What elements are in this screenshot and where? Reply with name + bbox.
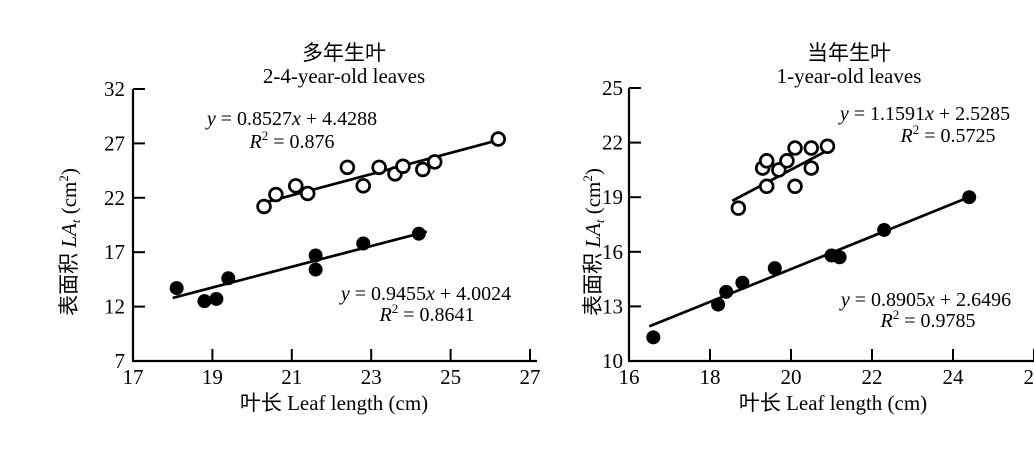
right-chart: 161820222426101316192225当年生叶1-year-old l… <box>580 41 1034 415</box>
r-squared-value: R2 = 0.9785 <box>880 307 976 332</box>
y-tick-label: 27 <box>104 131 125 155</box>
y-tick-label: 13 <box>602 294 623 318</box>
x-tick-label: 23 <box>361 365 382 389</box>
data-point-filled-circle <box>768 261 782 275</box>
data-point-filled-circle <box>719 285 733 299</box>
data-point-filled-circle <box>412 227 426 241</box>
x-tick-label: 24 <box>943 365 965 389</box>
data-point-open-circle <box>760 154 773 167</box>
x-tick-label: 27 <box>520 365 541 389</box>
data-point-open-circle <box>428 155 441 168</box>
data-point-filled-circle <box>197 294 211 308</box>
r-squared-value: R2 = 0.5725 <box>900 122 996 147</box>
y-tick-label: 22 <box>104 186 125 210</box>
x-tick-label: 21 <box>281 365 302 389</box>
data-point-filled-circle <box>833 250 847 264</box>
data-point-filled-circle <box>711 298 725 312</box>
data-point-open-circle <box>789 142 802 155</box>
data-point-open-circle <box>781 154 794 167</box>
data-point-open-circle <box>416 163 429 176</box>
data-point-filled-circle <box>309 263 323 277</box>
data-point-filled-circle <box>877 223 891 237</box>
x-axis-label: 叶长 Leaf length (cm) <box>739 391 927 415</box>
chart-title-en: 1-year-old leaves <box>777 64 922 88</box>
left-chart: 17 19 21 23 25 27 7 12 17 22 27 32 多年生叶2-4-year-old … <box>56 41 541 415</box>
data-point-filled-circle <box>209 292 223 306</box>
data-point-filled-circle <box>735 276 749 290</box>
data-point-open-circle <box>357 179 370 192</box>
y-axis-label: 表面积 LAt (cm2) <box>580 168 607 316</box>
data-point-open-circle <box>341 161 354 174</box>
data-point-filled-circle <box>309 248 323 262</box>
figure-canvas: 17 19 21 23 25 27 7 12 17 22 27 32 多年生叶2-4-year-old … <box>40 16 1034 438</box>
data-point-open-circle <box>821 140 834 153</box>
chart-title-en: 2-4-year-old leaves <box>263 64 425 88</box>
regression-equation: y = 0.9455x + 4.0024 <box>339 283 511 305</box>
data-point-open-circle <box>789 180 802 193</box>
data-point-open-circle <box>258 200 271 213</box>
data-point-filled-circle <box>962 190 976 204</box>
data-point-open-circle <box>760 180 773 193</box>
x-tick-label: 17 <box>123 365 144 389</box>
data-point-open-circle <box>270 188 283 201</box>
data-point-filled-circle <box>170 281 184 295</box>
y-tick-label: 10 <box>602 349 623 373</box>
x-tick-label: 26 <box>1024 365 1034 389</box>
data-point-open-circle <box>732 202 745 215</box>
x-tick-label: 18 <box>700 365 721 389</box>
x-tick-label: 19 <box>202 365 223 389</box>
r-squared-value: R2 = 0.876 <box>249 128 335 153</box>
y-tick-label: 16 <box>602 240 623 264</box>
data-point-open-circle <box>492 133 505 146</box>
data-point-open-circle <box>805 142 818 155</box>
data-point-open-circle <box>289 179 302 192</box>
regression-equation: y = 0.8527x + 4.4288 <box>205 108 377 130</box>
y-tick-label: 7 <box>115 349 126 373</box>
y-tick-label: 25 <box>602 76 623 100</box>
data-point-filled-circle <box>356 236 370 250</box>
data-point-open-circle <box>805 162 818 175</box>
y-tick-label: 17 <box>104 240 125 264</box>
y-tick-label: 32 <box>104 77 125 101</box>
chart-title-cn: 当年生叶 <box>807 41 891 65</box>
x-tick-label: 25 <box>440 365 461 389</box>
regression-equation: y = 1.1591x + 2.5285 <box>838 103 1010 125</box>
data-point-open-circle <box>397 160 410 173</box>
y-tick-label: 19 <box>602 185 623 209</box>
r-squared-value: R2 = 0.8641 <box>379 301 475 326</box>
data-point-open-circle <box>301 187 314 200</box>
y-tick-label: 12 <box>104 295 125 319</box>
x-tick-label: 22 <box>862 365 883 389</box>
data-point-filled-circle <box>221 271 235 285</box>
data-point-open-circle <box>373 161 386 174</box>
y-axis-label: 表面积 LAt (cm2) <box>56 168 83 316</box>
chart-title-cn: 多年生叶 <box>302 41 386 65</box>
x-axis-label: 叶长 Leaf length (cm) <box>240 391 428 415</box>
regression-equation: y = 0.8905x + 2.6496 <box>839 289 1011 311</box>
data-point-filled-circle <box>646 330 660 344</box>
y-tick-label: 22 <box>602 131 623 155</box>
x-tick-label: 20 <box>781 365 802 389</box>
